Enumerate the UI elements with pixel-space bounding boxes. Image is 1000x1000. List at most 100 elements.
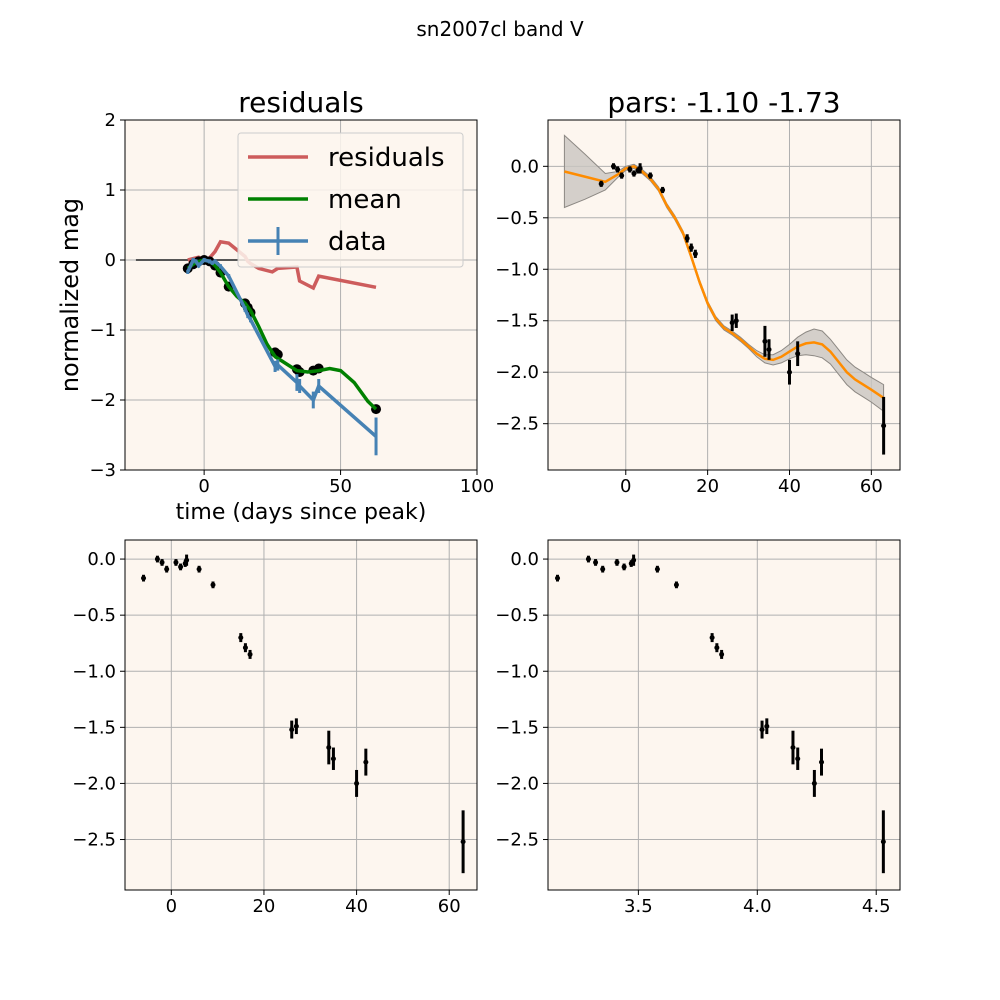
- fit-data-point: [660, 187, 666, 193]
- logtime-data-point: [795, 756, 801, 762]
- y-tick-label: −0.5: [495, 605, 539, 626]
- logtime-data-point: [719, 651, 725, 657]
- y-tick-label: −1.0: [495, 661, 539, 682]
- axes-frame: [547, 539, 901, 891]
- x-tick-label: 20: [696, 476, 719, 497]
- time-data-point: [330, 756, 336, 762]
- x-tick-label: 100: [460, 476, 494, 497]
- y-tick-label: −2.0: [72, 773, 116, 794]
- time-data-point: [173, 559, 179, 565]
- logtime-data-point: [600, 566, 606, 572]
- axes-frame: [124, 539, 478, 891]
- time-data-point: [354, 780, 360, 786]
- figure-suptitle: sn2007cl band V: [416, 17, 584, 41]
- y-axis-label: normalized mag: [56, 198, 84, 392]
- time-data-point: [196, 566, 202, 572]
- x-tick-label: 0: [198, 476, 209, 497]
- y-tick-label: 2: [105, 110, 116, 131]
- y-tick-label: −1: [89, 320, 116, 341]
- time-data-point: [238, 635, 244, 641]
- fit-data-point: [637, 165, 643, 171]
- fit-data-point: [627, 166, 633, 172]
- fit-data-point: [610, 163, 616, 169]
- x-tick-label: 60: [860, 476, 883, 497]
- fit-data-point: [684, 235, 690, 241]
- fit-data-point: [881, 423, 887, 429]
- logtime-data-point: [880, 839, 886, 845]
- y-tick-label: −0.5: [495, 208, 539, 229]
- time-data-point: [164, 566, 170, 572]
- y-tick-label: −2.5: [495, 830, 539, 851]
- time-data-point: [141, 575, 147, 581]
- y-tick-label: 0.0: [510, 549, 539, 570]
- plot-area: [548, 540, 900, 890]
- y-tick-label: 1: [105, 180, 116, 201]
- y-tick-label: −1.5: [72, 717, 116, 738]
- y-tick-label: −1.5: [495, 717, 539, 738]
- y-tick-label: 0.0: [510, 156, 539, 177]
- y-tick-label: −0.5: [72, 605, 116, 626]
- time-data-point: [154, 556, 160, 562]
- fit-data-point: [766, 347, 772, 353]
- y-tick-label: 0: [105, 250, 116, 271]
- fit-data-point: [647, 173, 653, 179]
- logtime-data-point: [709, 635, 715, 641]
- fit-data-point: [786, 369, 792, 375]
- y-tick-label: −2: [89, 390, 116, 411]
- logtime-data-point: [585, 556, 591, 562]
- logtime-data-point: [790, 745, 796, 751]
- legend-residuals-label: residuals: [328, 143, 445, 173]
- fit-panel: 0 20 40 60 0.0 −0.5 −1.0 −1.5 −2.0 −2.5 pars: -1.1…: [495, 86, 901, 497]
- y-tick-label: −2.0: [495, 362, 539, 383]
- logtime-data-point: [614, 559, 620, 565]
- time-data-point: [326, 745, 332, 751]
- logtime-data-point: [555, 575, 561, 581]
- time-data-point: [159, 559, 165, 565]
- y-tick-label: −2.0: [495, 773, 539, 794]
- fit-data-point: [598, 181, 604, 187]
- x-axis-label: time (days since peak): [176, 500, 427, 525]
- time-data-point: [460, 839, 466, 845]
- residuals-panel: 0 50 100−3−2−1012residualsmeandataresidual…: [56, 86, 494, 525]
- fit-data-point: [688, 245, 694, 251]
- fit-data-point: [619, 173, 625, 179]
- x-tick-label: 0: [166, 896, 177, 917]
- plot-area: [125, 540, 477, 890]
- time-data-point: [247, 651, 253, 657]
- panel-title: residuals: [238, 86, 364, 119]
- axes-frame: [124, 119, 478, 471]
- legend-box: [237, 132, 464, 268]
- panel-title: pars: -1.10 -1.73: [607, 86, 840, 119]
- logtime-data-point: [654, 566, 660, 572]
- time-data-point: [178, 564, 184, 570]
- axes-frame: [547, 119, 901, 471]
- time-data-point: [293, 723, 299, 729]
- y-tick-label: −1.0: [495, 259, 539, 280]
- logtime-data-point: [764, 723, 770, 729]
- x-tick-label: 60: [438, 896, 461, 917]
- fit-data-point: [729, 320, 735, 326]
- time-data-point: [210, 582, 216, 588]
- log-time-panel: 3.5 4.0 4.5 0.0 −0.5 −1.0 −1.5 −2.0 −2.5: [495, 539, 901, 917]
- logtime-data-point: [593, 559, 599, 565]
- logtime-data-point: [759, 727, 765, 733]
- x-tick-label: 40: [778, 476, 801, 497]
- fit-data-point: [733, 318, 739, 324]
- time-data-point: [289, 727, 295, 733]
- fit-data-point: [762, 338, 768, 344]
- logtime-data-point: [673, 582, 679, 588]
- plot-body: [141, 554, 466, 874]
- legend-data-label: data: [328, 227, 387, 257]
- legend-mean-label: mean: [328, 185, 402, 215]
- x-tick-label: 20: [252, 896, 275, 917]
- x-tick-label: 50: [329, 476, 352, 497]
- time-data-point: [363, 759, 369, 765]
- x-tick-label: 0: [620, 476, 631, 497]
- logtime-data-point: [621, 564, 627, 570]
- x-tick-label: 40: [345, 896, 368, 917]
- fit-data-point: [692, 251, 698, 257]
- y-tick-label: 0.0: [87, 549, 116, 570]
- logtime-data-point: [811, 780, 817, 786]
- y-tick-label: −2.5: [72, 830, 116, 851]
